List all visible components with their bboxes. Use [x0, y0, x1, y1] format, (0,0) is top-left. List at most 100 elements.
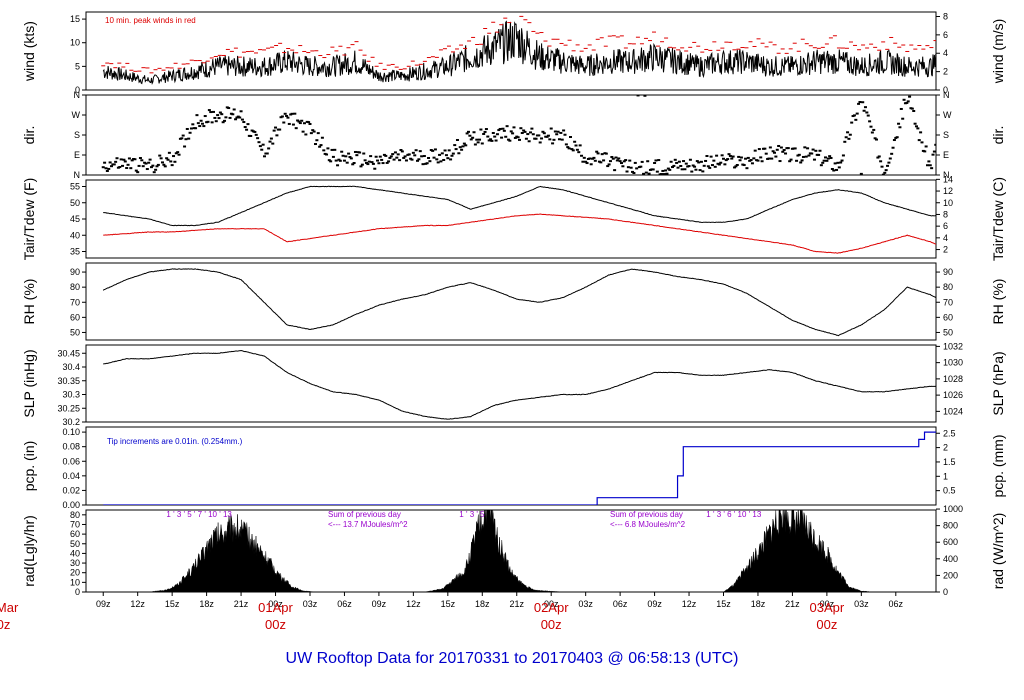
direction-point: [862, 109, 866, 112]
direction-point: [217, 117, 221, 120]
direction-point: [475, 138, 479, 141]
direction-point: [908, 95, 912, 98]
y-tick-label-left: 0.08: [62, 442, 80, 452]
direction-point: [123, 160, 127, 163]
direction-point: [553, 130, 557, 133]
direction-point: [155, 165, 159, 168]
direction-point: [108, 161, 112, 164]
direction-point: [581, 160, 585, 163]
direction-point: [551, 142, 555, 145]
direction-point: [829, 156, 833, 159]
direction-point: [110, 165, 113, 168]
direction-point: [148, 158, 152, 161]
direction-point: [449, 158, 453, 161]
x-tick-label: 15z: [165, 599, 180, 609]
direction-point: [665, 172, 669, 175]
y-tick-label-left: 10: [70, 38, 80, 48]
direction-point: [669, 160, 673, 163]
direction-point: [287, 122, 291, 125]
y-axis-label-right: dir.: [990, 126, 1006, 145]
direction-point: [644, 171, 648, 174]
direction-point: [286, 116, 290, 119]
y-tick-label-left: 0: [75, 85, 80, 95]
series-line-rh: [102, 268, 936, 337]
direction-point: [399, 149, 403, 152]
direction-point: [625, 170, 629, 173]
direction-point: [654, 159, 658, 162]
x-tick-label: 06z: [613, 599, 628, 609]
direction-point: [943, 121, 946, 123]
day-hour-label: 00z: [0, 617, 10, 632]
y-tick-label-right: 80: [943, 282, 953, 292]
direction-point: [666, 167, 670, 170]
direction-point: [728, 154, 732, 157]
panel-data: [101, 95, 954, 175]
direction-point: [679, 164, 683, 167]
y-tick-label-left: 30.3: [62, 390, 80, 400]
direction-point: [404, 159, 408, 162]
y-tick-label-right: 4: [943, 48, 948, 58]
direction-point: [588, 157, 592, 160]
direction-point: [639, 165, 643, 168]
y-axis-label-left: RH (%): [21, 279, 37, 325]
direction-point: [311, 129, 315, 132]
direction-point: [582, 156, 586, 159]
direction-point: [268, 140, 272, 143]
direction-point: [797, 153, 801, 156]
direction-point: [362, 152, 366, 155]
direction-point: [260, 148, 264, 151]
direction-point: [523, 130, 527, 133]
direction-point: [901, 117, 905, 120]
direction-point: [508, 139, 512, 142]
direction-point: [534, 137, 538, 140]
direction-point: [888, 157, 892, 160]
direction-point: [140, 159, 144, 162]
direction-point: [546, 134, 550, 137]
direction-point: [614, 156, 618, 159]
direction-point: [824, 156, 827, 159]
y-tick-label-right: W: [943, 110, 952, 120]
y-tick-label-right: 90: [943, 267, 953, 277]
direction-point: [938, 136, 941, 138]
direction-point: [512, 126, 516, 129]
y-tick-label-right: 10: [943, 198, 953, 208]
direction-point: [786, 147, 790, 150]
direction-point: [330, 148, 334, 151]
direction-point: [615, 159, 619, 162]
y-tick-label-left: 0.10: [62, 427, 80, 437]
direction-point: [541, 130, 545, 133]
direction-point: [416, 159, 419, 162]
direction-point: [817, 153, 821, 156]
direction-point: [651, 168, 655, 171]
y-tick-label-right: 0.5: [943, 486, 956, 496]
direction-point: [935, 147, 936, 150]
direction-point: [185, 127, 189, 130]
direction-point: [309, 132, 313, 135]
direction-point: [280, 115, 284, 118]
direction-point: [872, 128, 876, 131]
direction-point: [377, 162, 381, 165]
direction-point: [183, 145, 187, 148]
direction-point: [118, 166, 122, 169]
x-tick-label: 09z: [96, 599, 111, 609]
direction-point: [469, 138, 473, 141]
direction-point: [133, 158, 137, 161]
direction-point: [136, 171, 140, 174]
direction-point: [884, 169, 888, 172]
direction-point: [671, 166, 674, 169]
direction-point: [775, 148, 779, 151]
direction-point: [821, 161, 825, 164]
direction-point: [462, 142, 466, 145]
direction-point: [167, 151, 171, 154]
direction-point: [446, 157, 450, 160]
panel-frame: [85, 262, 937, 341]
direction-point: [112, 163, 116, 166]
direction-point: [151, 164, 155, 167]
direction-point: [951, 171, 954, 173]
direction-point: [367, 160, 371, 163]
direction-point: [902, 98, 906, 101]
direction-point: [509, 130, 513, 133]
x-tick-label: 18z: [475, 599, 490, 609]
radiation-sum-value: <--- 6.8 MJoules/m^2: [610, 520, 686, 529]
direction-point: [850, 121, 854, 124]
